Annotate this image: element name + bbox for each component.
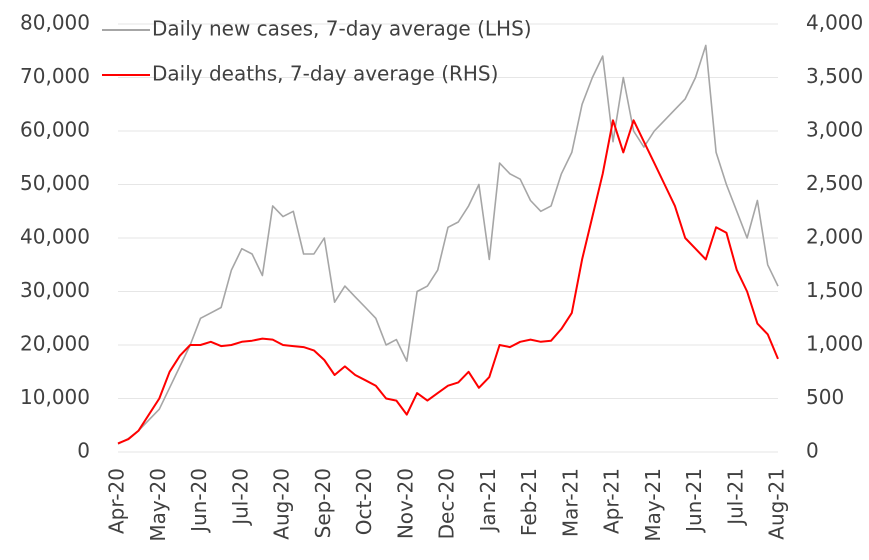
y-tick-label: 10,000 bbox=[20, 385, 90, 409]
x-tick-label: Nov-20 bbox=[393, 468, 417, 539]
x-tick-label: Apr-21 bbox=[600, 468, 624, 534]
x-tick-label: Dec-20 bbox=[435, 468, 459, 539]
y2-tick-label: 1,000 bbox=[806, 332, 863, 356]
y-tick-label: 50,000 bbox=[20, 171, 90, 195]
line-series bbox=[117, 119, 779, 445]
y2-tick-label: 4,000 bbox=[806, 11, 863, 35]
y2-tick-label: 3,000 bbox=[806, 118, 863, 142]
y-tick-label: 40,000 bbox=[20, 225, 90, 249]
y2-tick-label: 1,500 bbox=[806, 278, 863, 302]
line-series bbox=[117, 44, 779, 445]
x-tick-label: Mar-21 bbox=[558, 468, 582, 537]
y-tick-label: 20,000 bbox=[20, 332, 90, 356]
x-tick-label: Apr-20 bbox=[105, 468, 129, 534]
x-tick-label: Jun-20 bbox=[187, 468, 211, 534]
y2-tick-label: 3,500 bbox=[806, 64, 863, 88]
x-tick-label: Sep-20 bbox=[311, 468, 335, 538]
x-tick-label: Jul-20 bbox=[228, 468, 252, 527]
x-tick-label: Jan-21 bbox=[476, 468, 500, 534]
x-tick-label: May-21 bbox=[641, 468, 665, 542]
y2-tick-label: 500 bbox=[806, 385, 844, 409]
y-tick-label: 30,000 bbox=[20, 278, 90, 302]
x-tick-label: Aug-20 bbox=[270, 468, 294, 540]
x-tick-label: Feb-21 bbox=[517, 468, 541, 536]
x-tick-label: Jun-21 bbox=[682, 468, 706, 534]
y2-tick-label: 2,000 bbox=[806, 225, 863, 249]
legend-label: Daily deaths, 7-day average (RHS) bbox=[152, 62, 498, 86]
y2-tick-label: 2,500 bbox=[806, 171, 863, 195]
x-tick-label: May-20 bbox=[146, 468, 170, 542]
y-tick-label: 80,000 bbox=[20, 11, 90, 35]
x-tick-label: Jul-21 bbox=[723, 468, 747, 527]
legend-label: Daily new cases, 7-day average (LHS) bbox=[152, 17, 532, 41]
y2-tick-label: 0 bbox=[806, 439, 819, 463]
x-tick-label: Oct-20 bbox=[352, 468, 376, 535]
x-tick-label: Aug-21 bbox=[765, 468, 789, 540]
y-tick-label: 60,000 bbox=[20, 118, 90, 142]
y-tick-label: 70,000 bbox=[20, 64, 90, 88]
y-tick-label: 0 bbox=[77, 439, 90, 463]
